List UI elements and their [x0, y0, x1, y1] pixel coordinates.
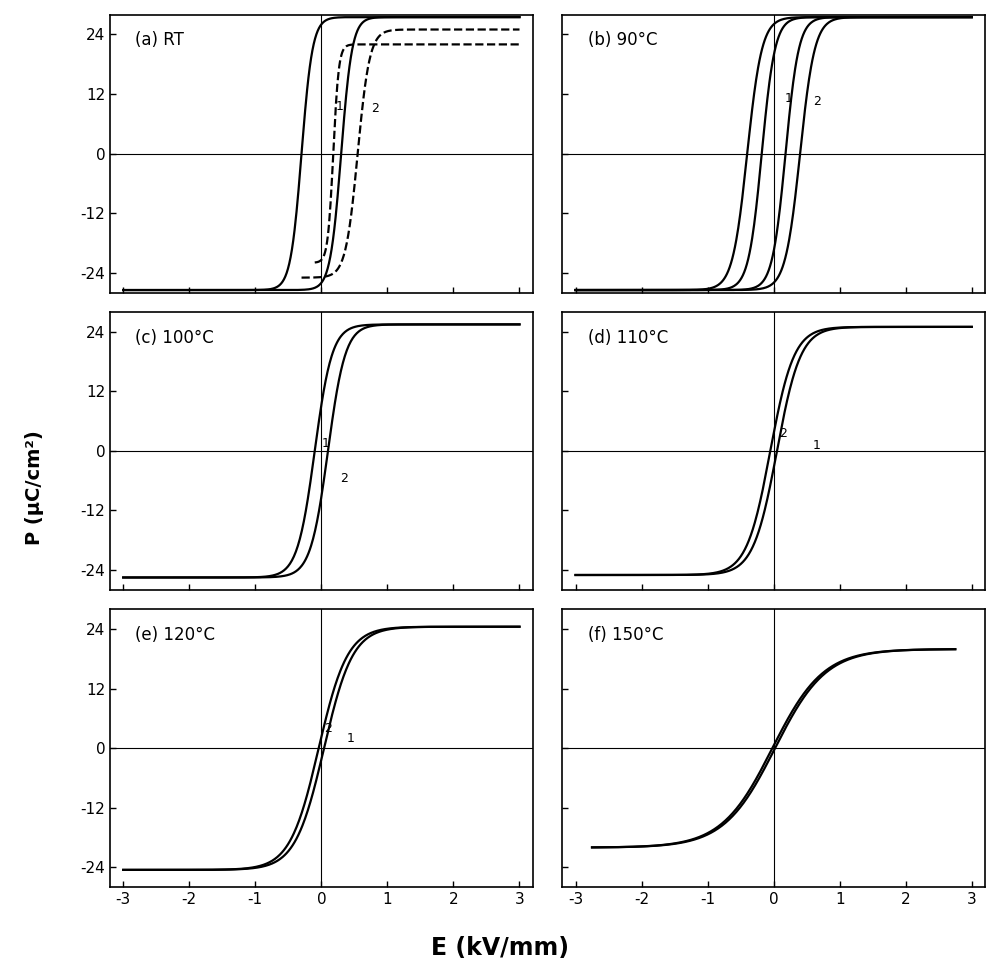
Text: 2: 2 [780, 427, 787, 440]
Text: (a) RT: (a) RT [135, 31, 184, 50]
Text: (c) 100°C: (c) 100°C [135, 329, 214, 347]
Text: P (μC/cm²): P (μC/cm²) [26, 430, 44, 545]
Text: 2: 2 [341, 472, 348, 485]
Text: (f) 150°C: (f) 150°C [588, 626, 663, 644]
Text: E (kV/mm): E (kV/mm) [431, 936, 569, 960]
Text: (b) 90°C: (b) 90°C [588, 31, 657, 50]
Text: 1: 1 [813, 440, 821, 452]
Text: 2: 2 [372, 102, 379, 115]
Text: 1: 1 [322, 437, 330, 450]
Text: 1: 1 [347, 732, 355, 745]
Text: (e) 120°C: (e) 120°C [135, 626, 215, 644]
Text: 1: 1 [784, 93, 792, 105]
Text: 1: 1 [336, 99, 344, 113]
Text: 2: 2 [324, 722, 332, 735]
Text: (d) 110°C: (d) 110°C [588, 329, 668, 347]
Text: 2: 2 [813, 95, 821, 108]
